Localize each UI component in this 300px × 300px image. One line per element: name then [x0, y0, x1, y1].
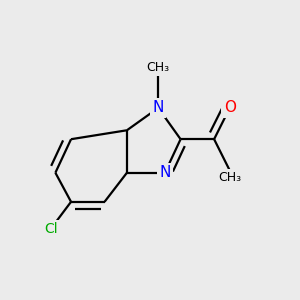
Text: N: N [159, 165, 171, 180]
Text: N: N [152, 100, 164, 116]
Text: CH₃: CH₃ [218, 170, 241, 184]
Text: O: O [224, 100, 236, 116]
Text: CH₃: CH₃ [147, 61, 170, 74]
Text: Cl: Cl [44, 222, 58, 236]
